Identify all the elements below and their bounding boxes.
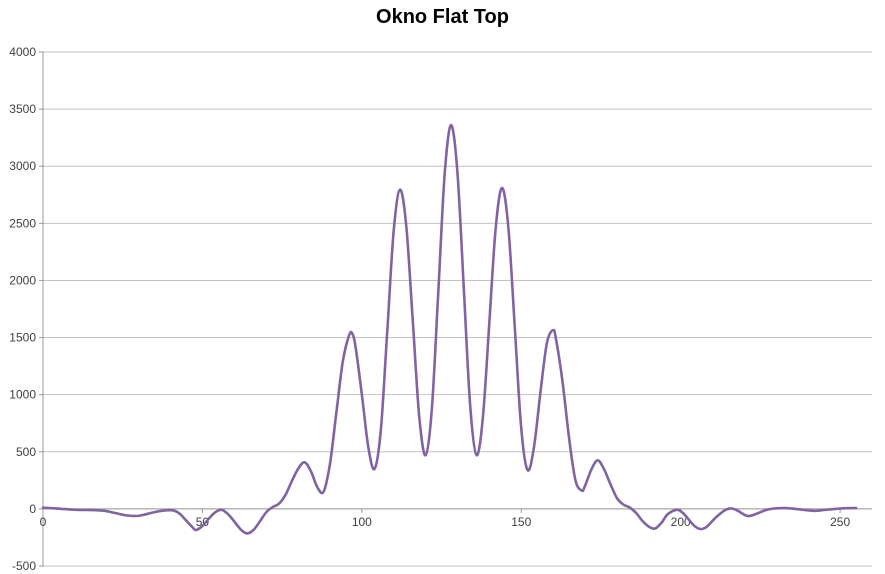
y-tick-label: 2000 (9, 273, 36, 287)
y-tick-label: 3000 (9, 159, 36, 173)
x-tick-label: 50 (196, 515, 210, 529)
y-tick-label: 2500 (9, 216, 36, 230)
chart-title: Okno Flat Top (376, 6, 509, 28)
y-tick-label: 4000 (9, 45, 36, 59)
y-tick-label: -500 (12, 559, 36, 573)
x-tick-label: 250 (830, 515, 850, 529)
series-line (41, 123, 858, 535)
y-tick-label: 1000 (9, 388, 36, 402)
x-tick-label: 150 (511, 515, 531, 529)
y-tick-label: 0 (29, 502, 36, 516)
x-tick-label: 200 (671, 515, 691, 529)
y-tick-label: 3500 (9, 102, 36, 116)
x-tick-label: 100 (352, 515, 372, 529)
y-tick-label: 500 (16, 445, 36, 459)
y-tick-label: 1500 (9, 331, 36, 345)
x-tick-label: 0 (40, 515, 47, 529)
